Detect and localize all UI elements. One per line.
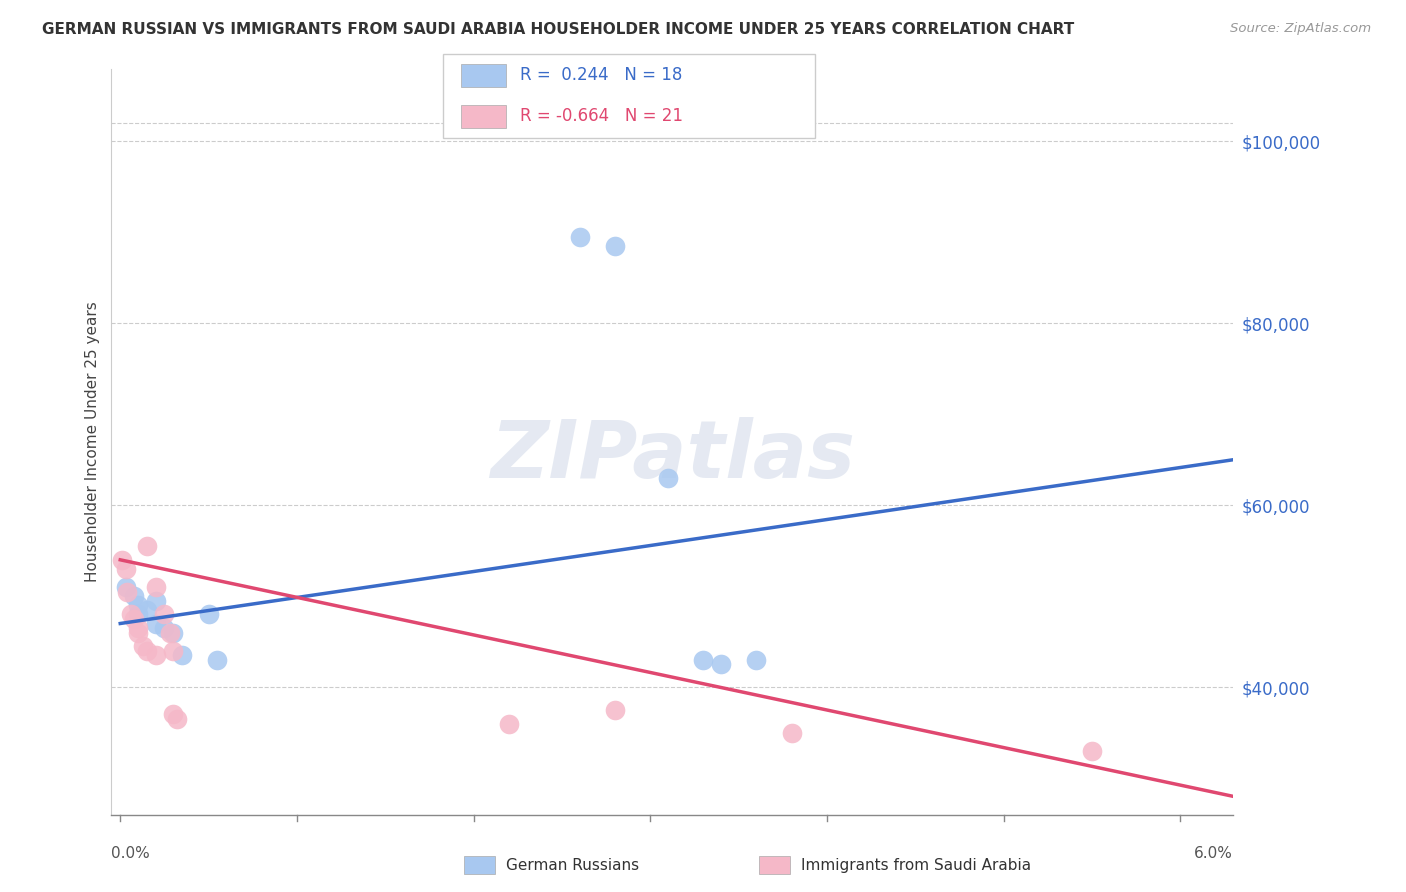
Point	[568, 230, 591, 244]
Point	[207, 653, 229, 667]
Point	[745, 653, 768, 667]
Point	[135, 603, 157, 617]
Point	[197, 607, 219, 622]
Point	[135, 539, 157, 553]
Point	[135, 644, 157, 658]
Point	[127, 621, 149, 635]
Text: 0.0%: 0.0%	[111, 847, 150, 861]
Point	[127, 599, 149, 613]
Point	[162, 625, 184, 640]
Text: GERMAN RUSSIAN VS IMMIGRANTS FROM SAUDI ARABIA HOUSEHOLDER INCOME UNDER 25 YEARS: GERMAN RUSSIAN VS IMMIGRANTS FROM SAUDI …	[42, 22, 1074, 37]
Point	[603, 703, 626, 717]
Point	[114, 580, 136, 594]
Point	[117, 584, 139, 599]
Point	[145, 648, 167, 663]
Point	[153, 621, 176, 635]
Point	[120, 607, 142, 622]
Point	[603, 239, 626, 253]
Point	[127, 607, 149, 622]
Point	[162, 707, 184, 722]
Point	[132, 639, 155, 653]
Point	[162, 644, 184, 658]
Point	[124, 589, 146, 603]
Text: German Russians: German Russians	[506, 858, 640, 872]
Text: ZIPatlas: ZIPatlas	[489, 417, 855, 495]
Point	[153, 607, 176, 622]
Point	[145, 616, 167, 631]
Text: R =  0.244   N = 18: R = 0.244 N = 18	[520, 66, 682, 85]
Point	[111, 553, 134, 567]
Text: 6.0%: 6.0%	[1194, 847, 1233, 861]
Point	[124, 612, 146, 626]
Point	[780, 725, 803, 739]
Point	[145, 580, 167, 594]
Text: Immigrants from Saudi Arabia: Immigrants from Saudi Arabia	[801, 858, 1032, 872]
Point	[145, 593, 167, 607]
Point	[172, 648, 194, 663]
Point	[1081, 744, 1104, 758]
Point	[692, 653, 714, 667]
Point	[710, 657, 733, 672]
Point	[114, 562, 136, 576]
Text: Source: ZipAtlas.com: Source: ZipAtlas.com	[1230, 22, 1371, 36]
Text: R = -0.664   N = 21: R = -0.664 N = 21	[520, 107, 683, 126]
Point	[166, 712, 188, 726]
Y-axis label: Householder Income Under 25 years: Householder Income Under 25 years	[86, 301, 100, 582]
Point	[127, 625, 149, 640]
Point	[159, 625, 181, 640]
Point	[498, 716, 520, 731]
Point	[657, 471, 679, 485]
